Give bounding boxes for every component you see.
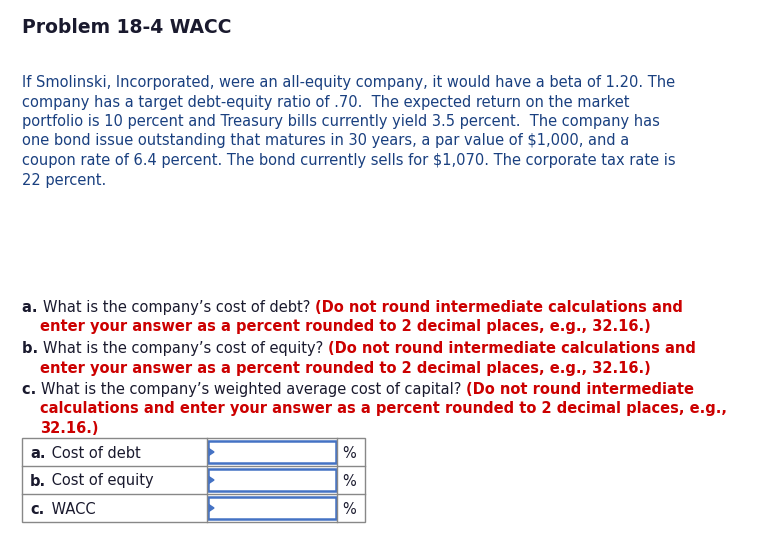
Text: Cost of equity: Cost of equity (47, 473, 154, 489)
Bar (22, 438, 365, 522)
Polygon shape (208, 504, 214, 512)
Text: (Do not round intermediate: (Do not round intermediate (466, 382, 695, 397)
Polygon shape (208, 476, 214, 484)
Text: 22 percent.: 22 percent. (22, 173, 106, 188)
Text: %: % (342, 445, 355, 461)
Text: c.: c. (30, 501, 44, 516)
Text: What is the company’s cost of equity?: What is the company’s cost of equity? (43, 341, 328, 356)
Text: b.: b. (22, 341, 43, 356)
Text: Cost of debt: Cost of debt (47, 445, 140, 461)
Text: (Do not round intermediate calculations and: (Do not round intermediate calculations … (328, 341, 696, 356)
Text: company has a target debt-equity ratio of .70.  The expected return on the marke: company has a target debt-equity ratio o… (22, 95, 629, 110)
Text: Problem 18-4 WACC: Problem 18-4 WACC (22, 18, 231, 37)
Text: (Do not round intermediate calculations and: (Do not round intermediate calculations … (314, 300, 683, 315)
Text: calculations and enter your answer as a percent rounded to 2 decimal places, e.g: calculations and enter your answer as a … (40, 401, 727, 416)
Text: 32.16.): 32.16.) (40, 421, 99, 436)
Text: coupon rate of 6.4 percent. The bond currently sells for $1,070. The corporate t: coupon rate of 6.4 percent. The bond cur… (22, 153, 676, 168)
Text: b.: b. (30, 473, 46, 489)
Text: a.: a. (30, 445, 46, 461)
Text: %: % (342, 501, 355, 516)
Text: %: % (342, 473, 355, 489)
Text: a.: a. (22, 300, 43, 315)
Bar (208, 497, 336, 519)
Text: portfolio is 10 percent and Treasury bills currently yield 3.5 percent.  The com: portfolio is 10 percent and Treasury bil… (22, 114, 660, 129)
Bar (208, 441, 336, 463)
Text: enter your answer as a percent rounded to 2 decimal places, e.g., 32.16.): enter your answer as a percent rounded t… (40, 360, 651, 376)
Text: enter your answer as a percent rounded to 2 decimal places, e.g., 32.16.): enter your answer as a percent rounded t… (40, 320, 651, 335)
Text: What is the company’s cost of debt?: What is the company’s cost of debt? (43, 300, 314, 315)
Bar (208, 469, 336, 491)
Text: What is the company’s weighted average cost of capital?: What is the company’s weighted average c… (41, 382, 466, 397)
Text: c.: c. (22, 382, 41, 397)
Polygon shape (208, 448, 214, 456)
Text: If Smolinski, Incorporated, were an all-equity company, it would have a beta of : If Smolinski, Incorporated, were an all-… (22, 75, 675, 90)
Text: one bond issue outstanding that matures in 30 years, a par value of $1,000, and : one bond issue outstanding that matures … (22, 133, 629, 148)
Text: WACC: WACC (47, 501, 95, 516)
